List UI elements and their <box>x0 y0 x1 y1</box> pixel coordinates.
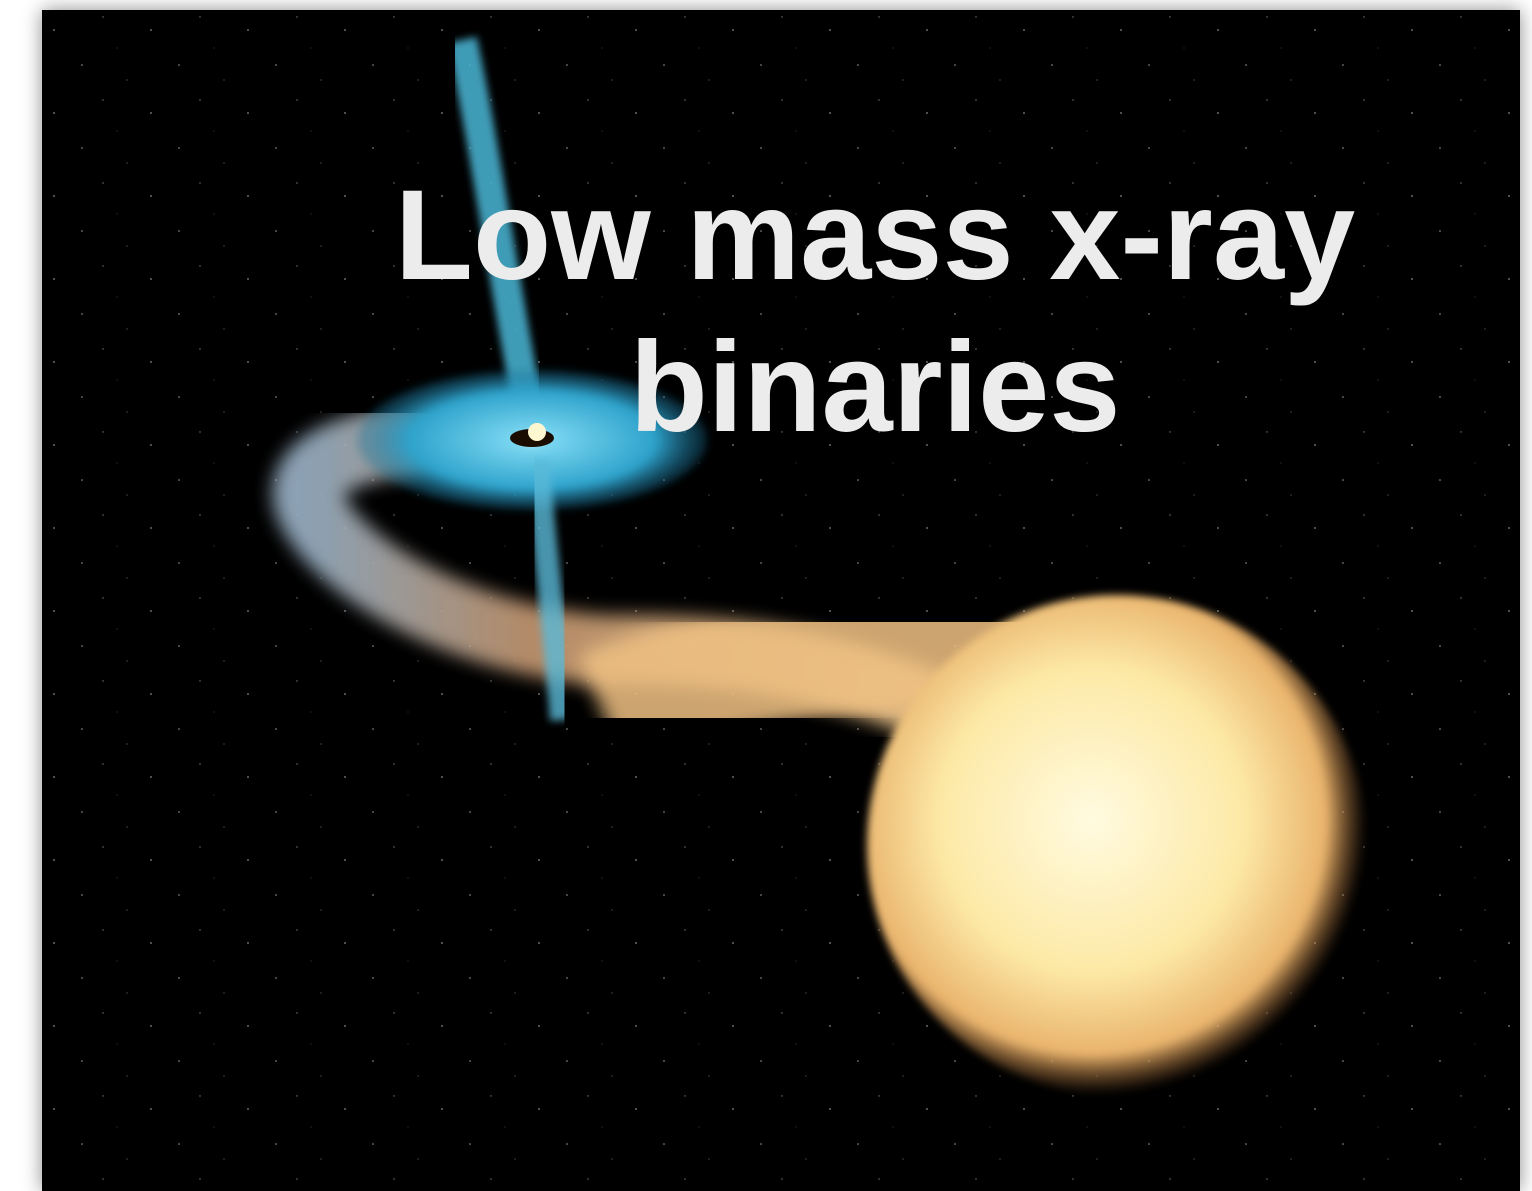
slide: Low mass x-ray binaries <box>42 10 1520 1191</box>
slide-title: Low mass x-ray binaries <box>365 160 1385 464</box>
donor-star <box>867 595 1367 1095</box>
page: Low mass x-ray binaries (() => { const d… <box>0 0 1532 1191</box>
